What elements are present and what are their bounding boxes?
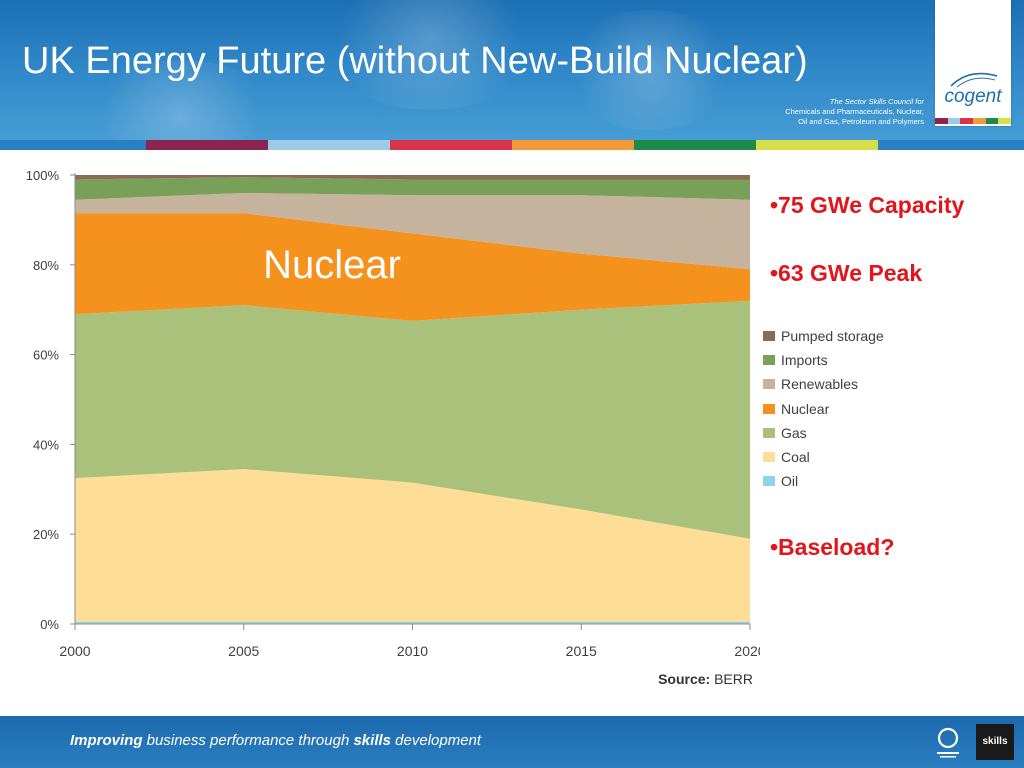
y-tick-label: 80% — [33, 258, 59, 273]
y-tick-label: 20% — [33, 527, 59, 542]
area-coal — [75, 469, 750, 622]
council-caption: The Sector Skills Council for Chemicals … — [664, 97, 924, 127]
cogent-swoosh-icon — [950, 72, 998, 88]
source-label-prefix: Source: — [658, 671, 714, 687]
footer-tagline: Improving business performance through s… — [70, 732, 481, 749]
slide-footer: Improving business performance through s… — [0, 716, 1024, 768]
legend-swatch — [763, 427, 775, 438]
y-tick-label: 0% — [40, 617, 59, 632]
y-tick-label: 60% — [33, 348, 59, 363]
area-pumped-storage — [75, 175, 750, 180]
bullet-peak: •63 GWe Peak — [770, 260, 923, 286]
legend-label: Nuclear — [781, 400, 830, 417]
area-oil — [75, 621, 750, 624]
slide-header: UK Energy Future (without New-Build Nucl… — [0, 0, 1024, 150]
legend-label: Oil — [781, 473, 799, 490]
stripe-segment — [0, 140, 146, 150]
legend-label: Pumped storage — [781, 328, 884, 344]
slide-title: UK Energy Future (without New-Build Nucl… — [22, 40, 808, 82]
stripe-segment — [146, 140, 268, 150]
logo-stripe-segment — [947, 118, 961, 124]
logo-wordmark: cogent — [944, 86, 1002, 107]
legend-swatch — [763, 403, 775, 414]
area-gas — [75, 300, 750, 539]
bullet-capacity: •75 GWe Capacity — [770, 192, 965, 218]
nuclear-annotation: Nuclear — [263, 243, 401, 287]
tagline-middle: business performance through — [142, 732, 354, 749]
logo-stripe-segment — [935, 118, 948, 124]
legend-swatch — [763, 452, 775, 462]
area-imports — [75, 177, 750, 200]
council-line-2: Chemicals and Pharmaceuticals, Nuclear, — [785, 107, 924, 116]
stripe-segment — [390, 140, 512, 150]
source-label-value: BERR — [714, 671, 753, 687]
x-tick-label: 2010 — [397, 643, 428, 659]
area-nuclear — [75, 213, 750, 321]
investors-in-people-logo-icon — [937, 727, 959, 758]
council-line-3: Oil and Gas, Petroleum and Polymers — [798, 117, 924, 126]
tagline-end: development — [391, 732, 482, 749]
y-tick-label: 40% — [33, 437, 59, 452]
council-line-1: The Sector Skills Council for — [829, 97, 924, 106]
legend-swatch — [763, 331, 775, 341]
legend-label: Gas — [781, 424, 807, 441]
legend-swatch — [763, 379, 775, 390]
x-tick-label: 2000 — [59, 643, 90, 659]
stripe-segment — [634, 140, 756, 150]
legend-swatch — [763, 476, 775, 487]
water-ripple — [80, 60, 280, 150]
legend-swatch — [763, 355, 775, 366]
stacked-area-chart: 0% 20% 40% 60% 80% 100% 2000 2005 2010 2015 2020 Nu… — [26, 168, 760, 687]
logo-color-stripes — [935, 118, 1012, 124]
stripe-segment — [756, 140, 878, 150]
stripe-segment — [268, 140, 390, 150]
stripe-segment — [878, 140, 1024, 150]
y-tick-label: 100% — [26, 168, 60, 183]
water-ripple — [320, 0, 540, 110]
tagline-word-skills: skills — [353, 732, 391, 749]
tagline-word-improving: Improving — [70, 732, 143, 749]
legend-label: Renewables — [781, 376, 859, 393]
legend-label: Coal — [781, 449, 810, 465]
logo-stripe-segment — [960, 118, 974, 124]
energy-mix-chart: 0% 20% 40% 60% 80% 100% 2000 2005 2010 2015 2020 Nu… — [0, 150, 760, 710]
bullet-baseload: •Baseload? — [770, 534, 895, 560]
logo-stripe-segment — [998, 118, 1012, 124]
stripe-segment — [512, 140, 634, 150]
area-renewables — [75, 192, 750, 270]
water-ripple — [560, 10, 740, 130]
source-label: Source: BERR — [658, 671, 753, 687]
x-tick-label: 2020 — [734, 643, 760, 659]
logo-stripe-segment — [973, 118, 986, 124]
x-tick-label: 2015 — [566, 643, 597, 659]
legend-label: Imports — [781, 352, 828, 369]
skills-logo: skills — [976, 724, 1014, 760]
logo-stripe-segment — [985, 118, 999, 124]
cogent-logo: cogent — [935, 0, 1012, 126]
color-stripe-bar — [0, 140, 1024, 150]
x-tick-label: 2005 — [228, 643, 259, 659]
